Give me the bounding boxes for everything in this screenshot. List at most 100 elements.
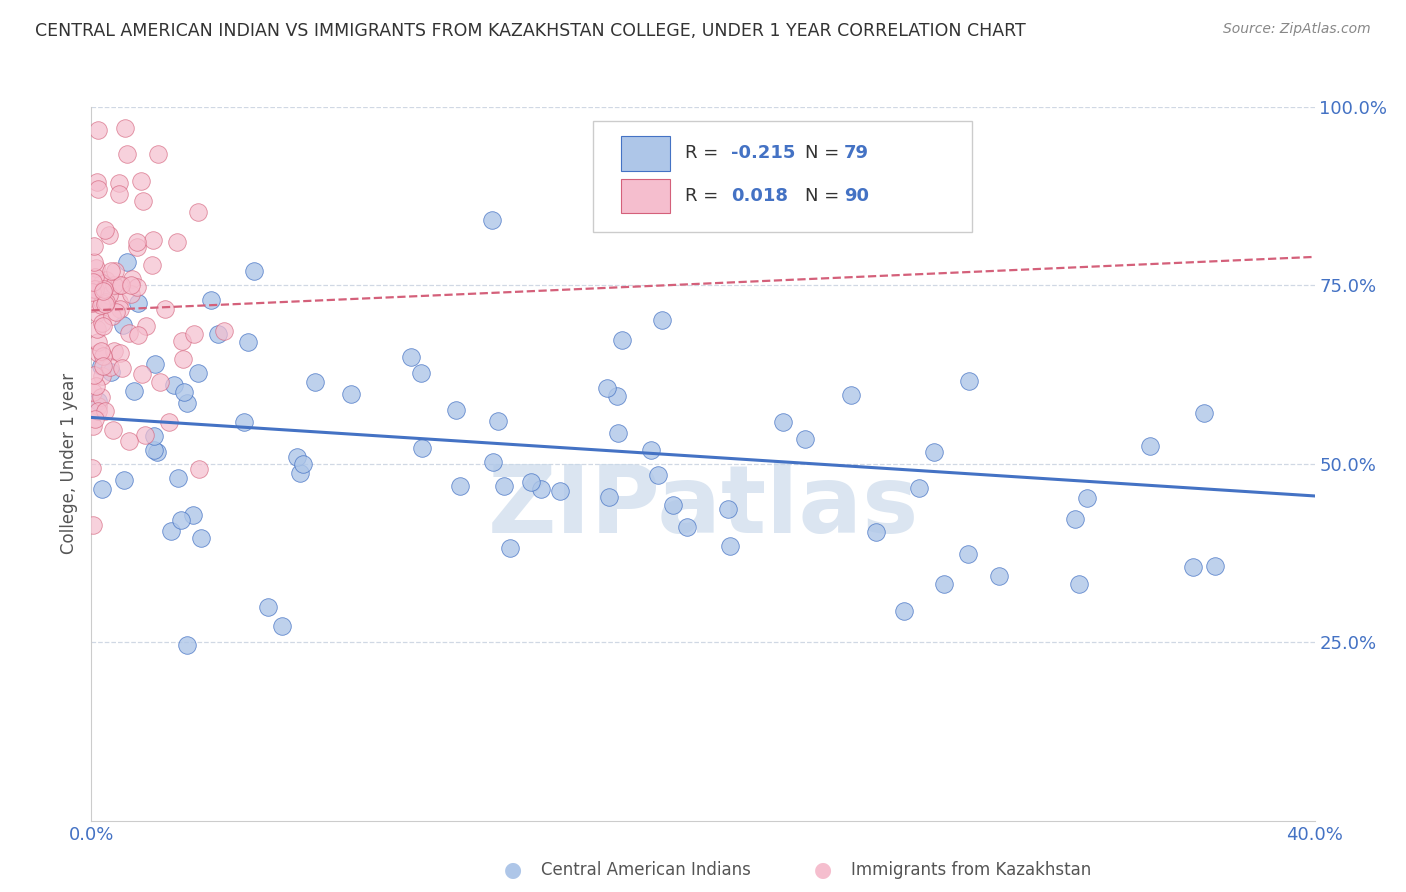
Point <box>86 322 108 336</box>
Point <box>124 384 146 399</box>
Point <box>145 358 167 372</box>
Point <box>481 455 503 469</box>
Point <box>606 389 628 403</box>
Point <box>173 385 195 400</box>
Point <box>492 478 515 492</box>
Point <box>183 508 205 522</box>
Point <box>90 298 112 312</box>
Point <box>98 360 121 375</box>
Point <box>86 345 108 359</box>
Text: CENTRAL AMERICAN INDIAN VS IMMIGRANTS FROM KAZAKHSTAN COLLEGE, UNDER 1 YEAR CORR: CENTRAL AMERICAN INDIAN VS IMMIGRANTS FR… <box>35 22 1026 40</box>
Text: Source: ZipAtlas.com: Source: ZipAtlas.com <box>1223 22 1371 37</box>
Point <box>103 343 125 358</box>
Point <box>91 318 114 333</box>
Point <box>87 335 110 350</box>
Point <box>91 295 114 310</box>
Point <box>98 288 121 302</box>
Text: R =: R = <box>685 145 724 162</box>
Text: Central American Indians: Central American Indians <box>541 861 751 879</box>
Point <box>86 306 108 320</box>
Point <box>232 415 254 429</box>
Text: -0.215: -0.215 <box>731 145 796 162</box>
Text: N =: N = <box>804 145 845 162</box>
Point <box>519 475 541 489</box>
Point <box>1204 559 1226 574</box>
Point <box>647 468 669 483</box>
Text: N =: N = <box>804 187 845 205</box>
Point <box>108 176 131 190</box>
Point <box>86 175 108 189</box>
Point <box>83 255 105 269</box>
Point <box>90 285 112 300</box>
Point <box>1067 576 1090 591</box>
Point <box>146 445 169 459</box>
Point <box>87 274 110 288</box>
Point <box>86 394 108 409</box>
Point <box>285 450 308 464</box>
Point <box>166 235 188 249</box>
Point <box>481 213 503 227</box>
Point <box>1139 439 1161 453</box>
Point <box>176 395 198 409</box>
Point <box>90 390 112 404</box>
Point <box>94 273 117 287</box>
Point <box>207 327 229 342</box>
Point <box>108 295 131 310</box>
Point <box>865 524 887 539</box>
Point <box>91 316 114 330</box>
Point <box>127 328 149 343</box>
Point <box>449 479 471 493</box>
Point <box>125 240 148 254</box>
Point <box>157 415 180 429</box>
Point <box>957 374 980 388</box>
Point <box>91 369 114 384</box>
Point <box>190 532 212 546</box>
Point <box>212 324 235 338</box>
Point <box>187 205 209 219</box>
Point <box>90 344 112 359</box>
Point <box>83 239 105 253</box>
Point <box>108 301 131 316</box>
Point <box>104 305 127 319</box>
Point <box>134 428 156 442</box>
Point <box>135 319 157 334</box>
Point <box>112 473 135 487</box>
Point <box>340 387 363 401</box>
Point <box>100 365 122 379</box>
Point <box>118 434 141 448</box>
Point <box>1064 511 1087 525</box>
Point <box>94 297 117 311</box>
Point <box>108 277 131 292</box>
Text: 90: 90 <box>844 187 869 205</box>
Point <box>236 334 259 349</box>
Point <box>90 276 112 290</box>
Y-axis label: College, Under 1 year: College, Under 1 year <box>60 373 79 555</box>
Point <box>91 359 114 373</box>
Text: ZIPatlas: ZIPatlas <box>488 460 918 553</box>
Point <box>120 277 142 292</box>
Point <box>114 121 136 136</box>
Text: Immigrants from Kazakhstan: Immigrants from Kazakhstan <box>851 861 1091 879</box>
Point <box>172 352 194 367</box>
Point <box>772 415 794 429</box>
Point <box>93 350 115 364</box>
Point <box>163 378 186 392</box>
Point <box>91 482 114 496</box>
Point <box>127 295 149 310</box>
Point <box>82 419 104 434</box>
Point <box>82 384 104 399</box>
Point <box>606 426 628 441</box>
Point <box>83 270 105 285</box>
Point <box>676 520 699 534</box>
Point <box>82 285 104 299</box>
Point <box>104 263 127 277</box>
Point <box>143 429 166 443</box>
Point <box>90 359 112 374</box>
Point <box>661 498 683 512</box>
Point <box>93 282 115 296</box>
Text: 79: 79 <box>844 145 869 162</box>
Point <box>934 577 956 591</box>
Point <box>717 501 740 516</box>
Point <box>893 604 915 618</box>
Point <box>108 187 131 202</box>
